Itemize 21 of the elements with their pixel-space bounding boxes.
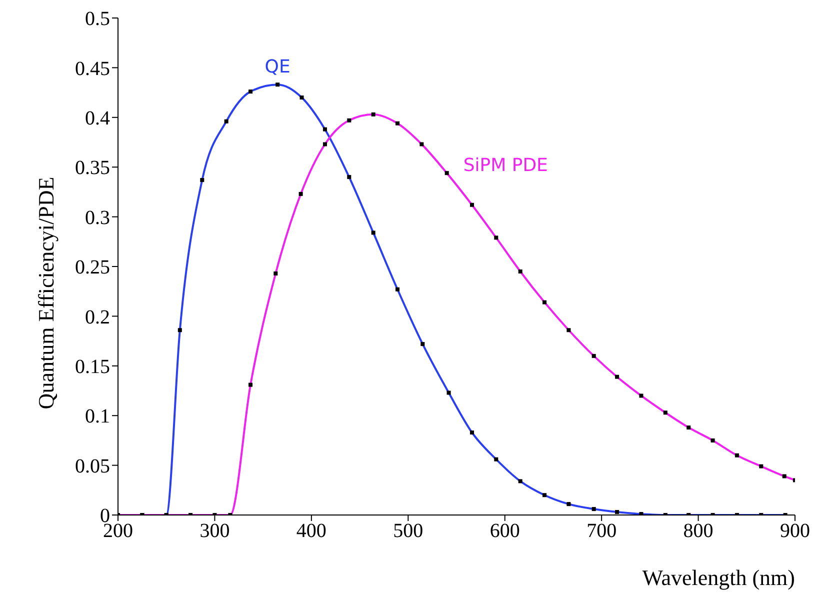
y-tick-label: 0.35 <box>75 157 110 180</box>
y-tick-label: 0.4 <box>85 108 110 130</box>
y-tick-label: 0.2 <box>85 306 110 328</box>
y-axis-title: Quantum Efficiencyi/PDE <box>34 176 59 410</box>
y-tick-label: 0.25 <box>75 256 110 279</box>
x-tick-label: 900 <box>780 520 810 542</box>
x-tick-label: 600 <box>490 520 520 542</box>
y-tick-label: 0.3 <box>85 206 110 229</box>
y-tick-label: 0.1 <box>85 406 110 428</box>
y-tick-label: 0.05 <box>75 455 110 478</box>
x-axis-title: Wavelength (nm) <box>642 565 795 590</box>
y-tick-label: 0.5 <box>85 8 110 30</box>
x-tick-label: 800 <box>683 520 714 542</box>
x-tick-label: 500 <box>393 520 424 542</box>
y-tick-label: 0.15 <box>75 356 110 378</box>
series-label: QE <box>264 56 290 78</box>
x-tick-label: 300 <box>200 520 230 542</box>
y-tick-label: 0.45 <box>75 58 110 80</box>
x-tick-label: 700 <box>586 520 617 542</box>
series-label: SiPM PDE <box>463 154 548 176</box>
x-tick-label: 400 <box>296 520 326 542</box>
